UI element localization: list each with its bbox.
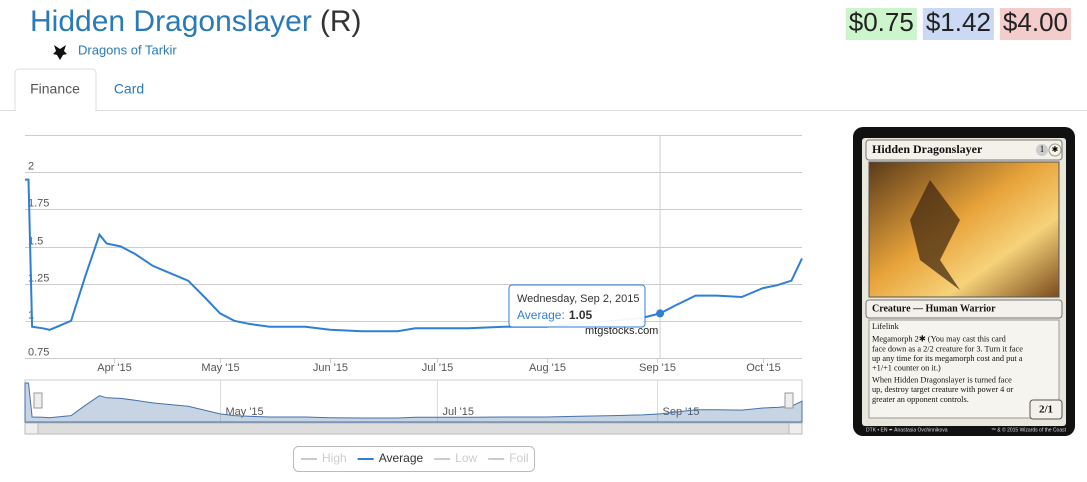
set-name[interactable]: Dragons of Tarkir <box>78 42 177 57</box>
legend-item[interactable]: Average <box>379 451 424 465</box>
tab[interactable]: Finance <box>30 81 80 97</box>
y-tick-label: 1.25 <box>28 272 49 284</box>
x-tick-label: Aug '15 <box>529 362 566 374</box>
rules-text: up any time for its megamorph cost and p… <box>872 354 1023 363</box>
navigator-handle[interactable] <box>33 392 43 409</box>
rules-text: face down as a 2/2 creature for 3. Turn … <box>872 344 1023 353</box>
x-tick-label: Jul '15 <box>422 362 453 374</box>
price: $4.00 <box>1003 7 1068 37</box>
rarity: (R) <box>320 5 362 38</box>
y-tick-label: 2 <box>28 160 34 172</box>
tab[interactable]: Card <box>114 81 144 97</box>
rules-text: Megamorph 2✱ (You may cast this card <box>872 335 1007 344</box>
x-tick-label: Jun '15 <box>313 362 348 374</box>
navigator-handle[interactable] <box>784 392 794 409</box>
tooltip <box>508 284 646 328</box>
price-box <box>845 8 917 40</box>
mana-cost: 1 <box>1040 144 1045 154</box>
card-image: ✱ Hidden Dragonslayer 1 Creature — Human… <box>853 127 1075 436</box>
navigator-label: May '15 <box>226 406 264 418</box>
navigator-label: Jul '15 <box>443 406 474 418</box>
y-tick-label: 0.75 <box>28 346 49 358</box>
legend-item[interactable]: High <box>322 451 347 465</box>
legend <box>293 446 536 472</box>
tooltip-value: 1.05 <box>569 308 593 322</box>
card-name: Hidden Dragonslayer <box>872 142 983 156</box>
price-box <box>922 8 994 40</box>
set-icon <box>53 45 67 60</box>
power-toughness: 2/1 <box>1039 404 1053 416</box>
tooltip-label: Average: <box>517 308 565 322</box>
scrollbar-thumb[interactable] <box>37 422 790 435</box>
price: $1.42 <box>926 7 991 37</box>
svg-text:✱: ✱ <box>1052 145 1059 154</box>
x-tick-label: Apr '15 <box>97 362 132 374</box>
hover-point <box>656 309 665 318</box>
price-box <box>999 8 1071 40</box>
legend-item[interactable]: Low <box>455 451 477 465</box>
y-tick-label: 1.5 <box>28 235 43 247</box>
type-line: Creature — Human Warrior <box>872 303 996 314</box>
rules-text: Lifelink <box>872 322 900 331</box>
active-tab[interactable] <box>14 68 97 111</box>
price: $0.75 <box>849 7 914 37</box>
x-tick-label: Sep '15 <box>639 362 676 374</box>
tooltip-date: Wednesday, Sep 2, 2015 <box>517 293 640 305</box>
rules-text: When Hidden Dragonslayer is turned face <box>872 375 1012 384</box>
x-tick-label: Oct '15 <box>746 362 781 374</box>
rules-text: greater an opponent controls. <box>872 395 969 404</box>
legend-item[interactable]: Foil <box>509 451 528 465</box>
rules-text: +1/+1 counter on it.) <box>872 364 941 373</box>
watermark: mtgstocks.com <box>585 325 658 337</box>
artist: DTK • EN ✒ Anastasia Ovchinnikova <box>866 427 948 433</box>
collector: 023/264 R <box>866 420 889 426</box>
navigator-area <box>24 382 803 423</box>
x-tick-label: May '15 <box>201 362 239 374</box>
card-title[interactable]: Hidden Dragonslayer <box>30 5 312 38</box>
rules-text: up, destroy target creature with power 4… <box>872 385 1014 394</box>
price-line <box>25 178 803 333</box>
y-tick-label: 1.75 <box>28 197 49 209</box>
copyright: ™ & © 2015 Wizards of the Coast <box>991 426 1067 433</box>
